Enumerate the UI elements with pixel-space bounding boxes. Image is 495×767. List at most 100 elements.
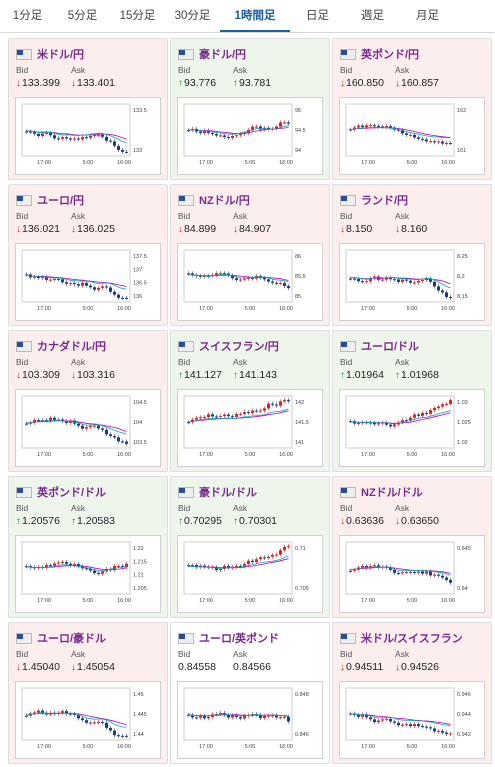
mini-candlestick-chart[interactable]: 0.71 0.705 17:00 5:00 16:00: [177, 535, 323, 613]
x-tick-label: 5:00: [83, 598, 94, 604]
mini-candlestick-chart[interactable]: 0.848 0.846 17:00 5:00 16:00: [177, 681, 323, 759]
tab-daily[interactable]: 日足: [306, 10, 329, 22]
arrow-down-icon: ↓: [16, 224, 21, 235]
ask-label: Ask: [395, 65, 410, 75]
candle: [33, 276, 36, 278]
bid-label: Bid: [16, 65, 29, 75]
bid-value: ↓1.45040: [16, 661, 60, 673]
y-tick-label: 1.205: [133, 586, 147, 592]
pair-title[interactable]: 米ドル/スイスフラン: [340, 631, 463, 645]
tab-1hour[interactable]: 1時間足: [220, 0, 290, 32]
tab-30min[interactable]: 30分足: [174, 10, 211, 22]
pair-name: NZドル/ドル: [361, 487, 423, 499]
ask-price: 1.20583: [77, 515, 115, 527]
candle: [243, 715, 246, 719]
x-tick-label: 5:00: [83, 744, 94, 750]
pair-title[interactable]: ユーロ/英ポンド: [178, 631, 279, 645]
rate-card[interactable]: ランド/円 Bid Ask ↓8.150 ↓8.160 8.25 8.2 8.15 17:00 5…: [332, 184, 492, 326]
pair-title[interactable]: NZドル/ドル: [340, 485, 423, 499]
pair-title[interactable]: 豪ドル/ドル: [178, 485, 257, 499]
mini-candlestick-chart[interactable]: 0.946 0.944 0.942 17:00 5:00 16:00: [339, 681, 485, 759]
candle: [433, 574, 436, 576]
rate-card[interactable]: ユーロ/英ポンド Bid Ask 0.84558 0.84566 0.848 0.846 17…: [170, 622, 330, 764]
rate-card[interactable]: 豪ドル/円 Bid Ask ↑93.776 ↑93.781 95 94.5 94 17:00 5:…: [170, 38, 330, 180]
arrow-up-icon: ↑: [395, 370, 400, 381]
y-tick-label: 94.5: [295, 128, 306, 134]
chart-svg: 1.45 1.445 1.44 17:00 5:00 16:00: [21, 687, 147, 750]
rate-card[interactable]: NZドル/円 Bid Ask ↓84.899 ↓84.907 86 85.5 85 17:00 5…: [170, 184, 330, 326]
pair-title[interactable]: カナダドル/円: [16, 339, 106, 353]
ask-value: ↑1.20583: [71, 515, 115, 527]
mini-candlestick-chart[interactable]: 137.5 137 136.5 136 17:00 5:00 16:00: [15, 243, 161, 321]
mini-candlestick-chart[interactable]: 0.645 0.64 17:00 5:00 16:00: [339, 535, 485, 613]
x-tick-label: 5:00: [245, 598, 256, 604]
mini-candlestick-chart[interactable]: 142 141.5 141 17:00 5:00 16:00: [177, 389, 323, 467]
pair-title[interactable]: 英ポンド/円: [340, 47, 419, 61]
mini-candlestick-chart[interactable]: 1.45 1.445 1.44 17:00 5:00 16:00: [15, 681, 161, 759]
candle: [219, 135, 222, 137]
candle: [125, 151, 128, 153]
moving-average-long: [350, 127, 451, 138]
chart-svg: 162 161 17:00 5:00 16:00: [345, 103, 466, 166]
pair-title[interactable]: ユーロ/円: [16, 193, 84, 207]
tab-monthly[interactable]: 月足: [416, 10, 439, 22]
arrow-down-icon: ↓: [71, 662, 76, 673]
candle: [121, 149, 124, 152]
rate-card[interactable]: 英ポンド/円 Bid Ask ↓160.850 ↓160.857 162 161 17:00 5…: [332, 38, 492, 180]
ask-value: ↓0.94526: [395, 661, 439, 673]
pair-title[interactable]: ユーロ/ドル: [340, 339, 419, 353]
pair-title[interactable]: 英ポンド/ドル: [16, 485, 106, 499]
arrow-down-icon: ↓: [340, 224, 345, 235]
candle: [449, 297, 452, 299]
candle: [255, 126, 258, 128]
tab-15min[interactable]: 15分足: [119, 10, 156, 22]
mini-candlestick-chart[interactable]: 162 161 17:00 5:00 16:00: [339, 97, 485, 175]
arrow-down-icon: ↓: [340, 78, 345, 89]
bid-label: Bid: [16, 357, 29, 367]
tab-1min[interactable]: 1分足: [12, 10, 43, 22]
bid-label: Bid: [178, 357, 191, 367]
candle: [279, 717, 282, 719]
pair-title[interactable]: スイスフラン/円: [178, 339, 279, 353]
pair-title[interactable]: NZドル/円: [178, 193, 250, 207]
candle: [93, 722, 96, 724]
ask-value: ↓84.907: [233, 223, 271, 235]
pair-title[interactable]: 米ドル/円: [16, 47, 84, 61]
mini-candlestick-chart[interactable]: 104.5 104 103.5 17:00 5:00 16:00: [15, 389, 161, 467]
candle: [401, 279, 404, 282]
rate-card[interactable]: 英ポンド/ドル Bid Ask ↑1.20576 ↑1.20583 1.22 1.215 1.…: [8, 476, 168, 618]
mini-candlestick-chart[interactable]: 1.22 1.215 1.21 1.205 17:00 5:00 16:00: [15, 535, 161, 613]
rate-card[interactable]: 米ドル/スイスフラン Bid Ask ↓0.94511 ↓0.94526 0.946 0.9…: [332, 622, 492, 764]
bid-label: Bid: [340, 649, 353, 659]
rate-card[interactable]: カナダドル/円 Bid Ask ↓103.309 ↓103.316 104.5 104 103…: [8, 330, 168, 472]
rate-card[interactable]: NZドル/ドル Bid Ask ↓0.63636 ↓0.63650 0.645 0.64 17…: [332, 476, 492, 618]
pair-title[interactable]: ユーロ/豪ドル: [16, 631, 106, 645]
mini-candlestick-chart[interactable]: 133.5 133 17:00 5:00 16:00: [15, 97, 161, 175]
mini-candlestick-chart[interactable]: 86 85.5 85 17:00 5:00 16:00: [177, 243, 323, 321]
x-tick-label: 17:00: [361, 744, 375, 750]
bid-value: ↓103.309: [16, 369, 60, 381]
candle: [219, 273, 222, 275]
rate-card[interactable]: ユーロ/ドル Bid Ask ↑1.01964 ↑1.01968 1.03 1.025 1.0…: [332, 330, 492, 472]
mini-candlestick-chart[interactable]: 1.03 1.025 1.02 17:00 5:00 16:00: [339, 389, 485, 467]
chart-svg: 104.5 104 103.5 17:00 5:00 16:00: [21, 395, 147, 458]
pair-title[interactable]: ランド/円: [340, 193, 408, 207]
pair-title[interactable]: 豪ドル/円: [178, 47, 246, 61]
rate-card[interactable]: ユーロ/円 Bid Ask ↓136.021 ↓136.025 137.5 137 136.5…: [8, 184, 168, 326]
ask-price: 133.401: [77, 77, 115, 89]
mini-candlestick-chart[interactable]: 95 94.5 94 17:00 5:00 16:00: [177, 97, 323, 175]
pair-name: カナダドル/円: [37, 341, 107, 353]
rate-card[interactable]: ユーロ/豪ドル Bid Ask ↓1.45040 ↓1.45054 1.45 1.445 1.…: [8, 622, 168, 764]
candle: [377, 720, 380, 723]
rate-card[interactable]: 豪ドル/ドル Bid Ask ↑0.70295 ↑0.70301 0.71 0.705 17:…: [170, 476, 330, 618]
candle: [425, 412, 428, 414]
rate-card[interactable]: 米ドル/円 Bid Ask ↓133.399 ↓133.401 133.5 133 17:00…: [8, 38, 168, 180]
tab-5min[interactable]: 5分足: [67, 10, 98, 22]
mini-candlestick-chart[interactable]: 8.25 8.2 8.15 17:00 5:00 16:00: [339, 243, 485, 321]
rate-card[interactable]: スイスフラン/円 Bid Ask ↑141.127 ↑141.143 142 141.5 14…: [170, 330, 330, 472]
bid-value: ↓136.021: [16, 223, 60, 235]
candle: [389, 277, 392, 280]
y-tick-label: 141.5: [295, 420, 309, 426]
tab-weekly[interactable]: 週足: [361, 10, 384, 22]
x-tick-label: 16:00: [279, 306, 293, 312]
